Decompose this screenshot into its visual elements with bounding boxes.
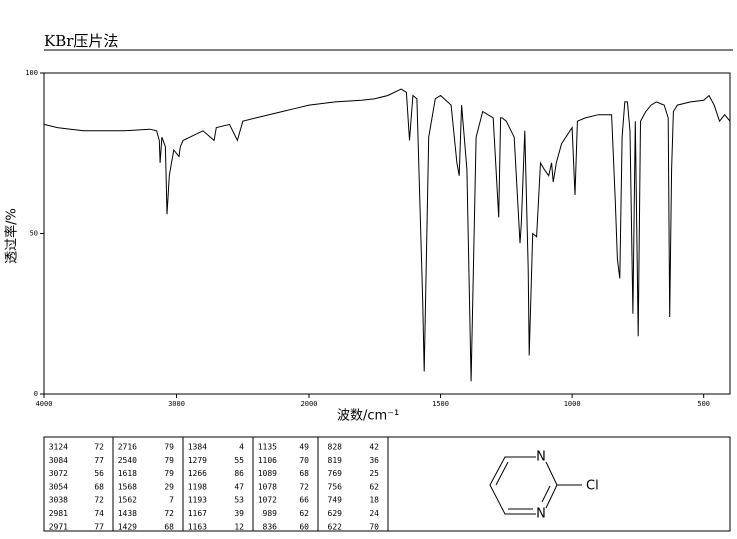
- table-cell: 1193: [188, 496, 207, 505]
- table-cell: 756: [328, 482, 343, 491]
- table-cell: 72: [94, 496, 104, 505]
- table-cell: 1384: [188, 443, 207, 452]
- table-cell: 1198: [188, 482, 207, 491]
- table-cell: 819: [328, 456, 343, 465]
- table-cell: 828: [328, 443, 343, 452]
- table-cell: 1106: [258, 456, 277, 465]
- plot-frame: [43, 72, 731, 395]
- table-cell: 77: [94, 522, 104, 531]
- table-cell: 56: [94, 469, 104, 478]
- table-cell: 77: [94, 456, 104, 465]
- x-axis-label: 波数/cm⁻¹: [337, 409, 399, 424]
- table-cell: 72: [164, 509, 174, 518]
- table-cell: 36: [369, 456, 379, 465]
- x-tick-label: 500: [697, 400, 710, 408]
- table-cell: 1429: [118, 522, 137, 531]
- table-cell: 68: [94, 482, 104, 491]
- table-cell: 1135: [258, 443, 277, 452]
- table-cell: 70: [299, 456, 309, 465]
- table-cell: 1078: [258, 482, 277, 491]
- table-cell: 1568: [118, 482, 137, 491]
- peak-table: [43, 436, 731, 532]
- table-cell: 49: [299, 443, 309, 452]
- molecule: [489, 456, 582, 515]
- table-cell: 4: [239, 443, 244, 452]
- title: KBr压片法: [44, 32, 118, 50]
- table-cell: 3084: [49, 456, 68, 465]
- table-cell: 60: [299, 522, 309, 531]
- table-cell: 12: [234, 522, 244, 531]
- table-cell: 74: [94, 509, 104, 518]
- table-cell: 2716: [118, 443, 137, 452]
- table-cell: 1089: [258, 469, 277, 478]
- table-cell: 25: [369, 469, 379, 478]
- bond: [541, 485, 551, 503]
- table-cell: 79: [164, 456, 174, 465]
- table-cell: 629: [328, 509, 343, 518]
- table-cell: 53: [234, 496, 244, 505]
- bond: [489, 456, 536, 515]
- x-tick-label: 1500: [432, 400, 449, 408]
- table-cell: 47: [234, 482, 244, 491]
- table-cell: 836: [263, 522, 278, 531]
- table-cell: 2540: [118, 456, 137, 465]
- atom-label: Cl: [586, 479, 599, 494]
- x-tick-label: 2000: [301, 400, 318, 408]
- table-cell: 769: [328, 469, 343, 478]
- table-cell: 70: [369, 522, 379, 531]
- table-cell: 39: [234, 509, 244, 518]
- table-cell: 62: [369, 482, 379, 491]
- table-cell: 989: [263, 509, 278, 518]
- table-frame: [43, 436, 731, 532]
- atom-label: N: [536, 507, 546, 522]
- y-tick-label: 100: [25, 69, 38, 77]
- bond: [545, 461, 558, 486]
- table-cell: 749: [328, 496, 343, 505]
- table-cell: 622: [328, 522, 343, 531]
- table-cell: 72: [94, 443, 104, 452]
- table-cell: 1438: [118, 509, 137, 518]
- table-cell: 68: [299, 469, 309, 478]
- atom-label: N: [536, 450, 546, 465]
- table-cell: 29: [164, 482, 174, 491]
- table-cell: 18: [369, 496, 379, 505]
- x-tick-label: 4000: [36, 400, 53, 408]
- bond: [495, 461, 509, 486]
- table-cell: 1072: [258, 496, 277, 505]
- table-cell: 7: [169, 496, 174, 505]
- table-cell: 42: [369, 443, 379, 452]
- y-tick-label: 0: [34, 390, 38, 398]
- table-cell: 3038: [49, 496, 68, 505]
- table-cell: 66: [299, 496, 309, 505]
- table-cell: 1618: [118, 469, 137, 478]
- y-tick-label: 50: [30, 230, 38, 238]
- table-cell: 24: [369, 509, 379, 518]
- table-cell: 79: [164, 469, 174, 478]
- table-cell: 1167: [188, 509, 207, 518]
- table-cell: 79: [164, 443, 174, 452]
- table-cell: 62: [299, 509, 309, 518]
- x-tick-label: 1000: [564, 400, 581, 408]
- table-cell: 1562: [118, 496, 137, 505]
- table-cell: 3124: [49, 443, 68, 452]
- table-cell: 1163: [188, 522, 207, 531]
- table-cell: 3054: [49, 482, 68, 491]
- bond: [545, 484, 558, 509]
- table-cell: 1266: [188, 469, 207, 478]
- y-axis-label: 透过率/%: [4, 208, 20, 264]
- table-cell: 55: [234, 456, 244, 465]
- table-cell: 1279: [188, 456, 207, 465]
- table-cell: 68: [164, 522, 174, 531]
- table-cell: 2971: [49, 522, 68, 531]
- table-cell: 2981: [49, 509, 68, 518]
- table-cell: 3072: [49, 469, 68, 478]
- table-cell: 72: [299, 482, 309, 491]
- x-tick-label: 3000: [168, 400, 185, 408]
- table-cell: 86: [234, 469, 244, 478]
- spectrum-line: [43, 88, 731, 382]
